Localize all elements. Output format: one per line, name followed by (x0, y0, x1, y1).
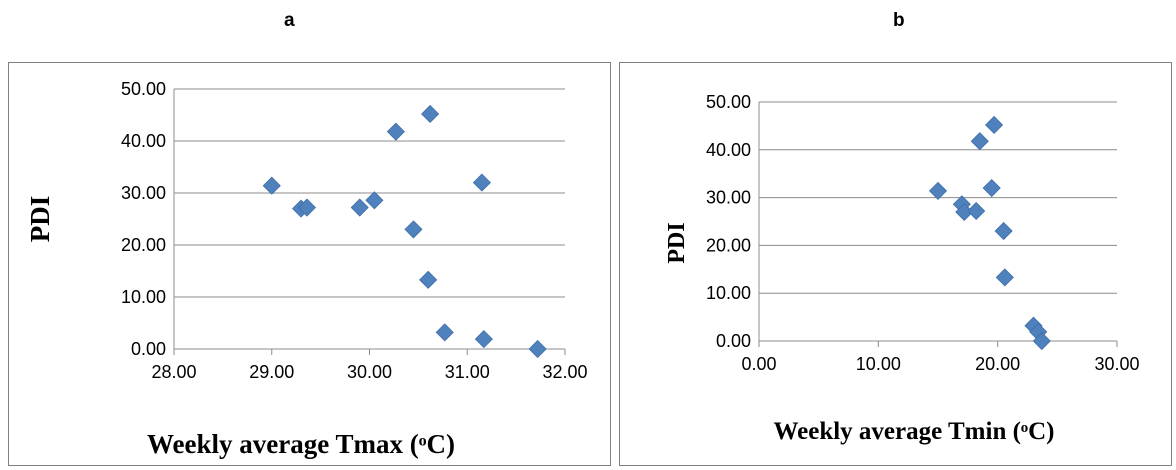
chart-a-data-point (262, 176, 281, 195)
chart-b-data-point (985, 115, 1004, 135)
chart-a-data-point (435, 323, 454, 342)
chart-a-x-tick-label: 31.00 (445, 362, 490, 382)
chart-b-y-tick-label: 20.00 (706, 235, 751, 255)
chart-b-data-point (967, 201, 986, 221)
chart-a-data-point (421, 104, 440, 124)
chart-a-x-tick-label: 32.00 (542, 362, 587, 382)
chart-b-data-point (994, 221, 1013, 241)
chart-b-data-point (982, 178, 1001, 198)
chart-b-y-tick-label: 30.00 (706, 188, 751, 208)
chart-a-y-tick-label: 0.00 (131, 339, 166, 359)
chart-a-y-tick-label: 30.00 (121, 183, 166, 203)
chart-a-data-point (386, 122, 405, 141)
chart-a-data-point (474, 330, 493, 349)
chart-a-y-tick-label: 20.00 (121, 235, 166, 255)
chart-a-x-tick-label: 30.00 (347, 362, 392, 382)
chart-b-data-point (995, 268, 1014, 287)
panel-b-letter: b (893, 10, 905, 31)
chart-a-x-axis-title: Weekly average Tmax (ᵒC) (147, 429, 455, 459)
chart-b-x-tick-label: 20.00 (975, 354, 1020, 374)
chart-a-data-point (419, 270, 438, 289)
chart-a-x-tick-label: 28.00 (151, 362, 196, 382)
chart-b-frame: 0.00 10.00 20.00 30.00 40.00 50.00 0.00 10.00 20… (619, 62, 1172, 466)
chart-a-data-point (297, 198, 317, 217)
chart-a-x-tick-label: 29.00 (249, 362, 294, 382)
chart-a-data-point (528, 339, 547, 359)
chart-b-x-tick-label: 0.00 (741, 354, 776, 374)
chart-b-x-axis-title: Weekly average Tmin (ᵒC) (774, 418, 1055, 445)
scatter-chart-tmax: 0.00 10.00 20.00 30.00 40.00 50.00 28.00 29.00 3… (25, 79, 588, 459)
chart-a-data-point (404, 220, 423, 239)
chart-b-data-point (928, 181, 948, 200)
chart-b-y-tick-label: 40.00 (706, 140, 751, 160)
chart-a-data-point (365, 191, 384, 210)
chart-b-x-tick-label: 30.00 (1094, 354, 1139, 374)
chart-b-y-axis-title: PDI (664, 222, 690, 263)
chart-a-y-axis-title: PDI (25, 196, 55, 243)
chart-b-y-tick-label: 10.00 (706, 283, 751, 303)
chart-a-frame: 0.00 10.00 20.00 30.00 40.00 50.00 28.00 29.00 3… (8, 62, 611, 466)
chart-a-y-tick-label: 40.00 (121, 131, 166, 151)
chart-a-y-tick-label: 10.00 (121, 287, 166, 307)
chart-a-data-point (472, 173, 491, 192)
chart-b-data-point (970, 132, 989, 151)
chart-a-y-tick-label: 50.00 (121, 79, 166, 99)
chart-b-data-point (1032, 331, 1051, 351)
scatter-chart-tmin: 0.00 10.00 20.00 30.00 40.00 50.00 0.00 10.00 20… (664, 92, 1140, 445)
panel-a-letter: a (284, 10, 295, 31)
chart-a-data-point (350, 198, 369, 217)
chart-b-x-tick-label: 10.00 (856, 354, 901, 374)
chart-b-y-tick-label: 50.00 (706, 92, 751, 112)
chart-b-y-tick-label: 0.00 (716, 331, 751, 351)
